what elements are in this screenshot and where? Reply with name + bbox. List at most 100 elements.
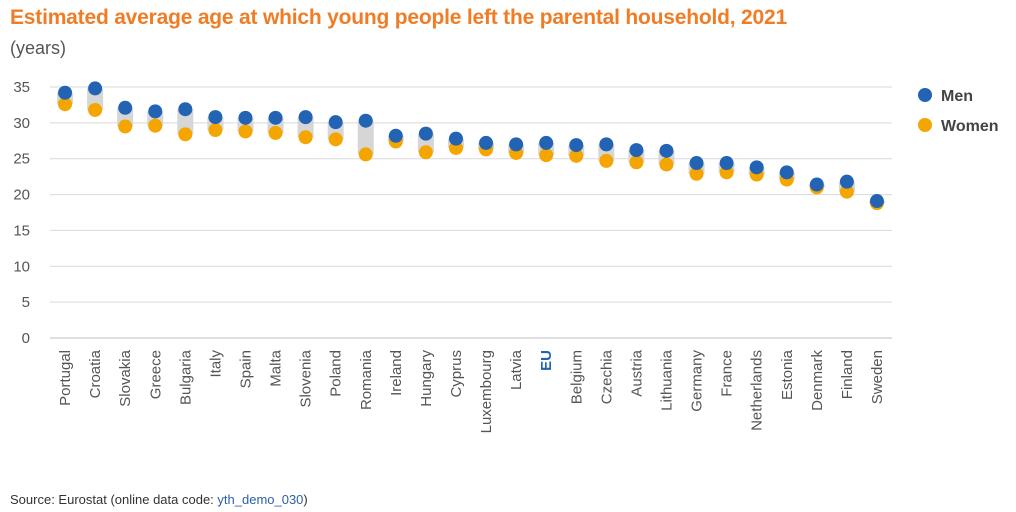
- point-men-malta: [268, 110, 283, 125]
- point-women-italy: [208, 123, 223, 138]
- point-women-portugal: [58, 97, 73, 112]
- source-prefix: Source: Eurostat (online data code:: [10, 492, 218, 507]
- chart-subtitle: (years): [10, 38, 67, 58]
- x-tick-label-germany: Germany: [689, 350, 706, 412]
- y-tick-label: 15: [13, 222, 30, 239]
- point-women-austria: [629, 155, 644, 170]
- y-tick-label: 30: [13, 115, 30, 132]
- x-tick-label-slovenia: Slovenia: [298, 349, 315, 407]
- x-tick-label-lithuania: Lithuania: [658, 349, 675, 411]
- point-men-hungary: [418, 126, 433, 141]
- point-women-finland: [839, 184, 854, 199]
- point-men-finland: [839, 174, 854, 189]
- x-tick-label-greece: Greece: [147, 350, 164, 399]
- y-axis-ticks: 0 5 10 15 20 25 30 35: [13, 79, 30, 347]
- y-tick-label: 5: [22, 294, 30, 311]
- point-men-romania: [358, 113, 373, 128]
- y-tick-label: 10: [13, 258, 30, 275]
- point-men-greece: [148, 104, 163, 119]
- legend-marker-men: [918, 88, 932, 102]
- point-men-slovakia: [118, 100, 133, 115]
- point-men-belgium: [569, 138, 584, 153]
- point-men-netherlands: [749, 160, 764, 175]
- y-tick-label: 0: [22, 330, 30, 347]
- point-men-austria: [629, 143, 644, 158]
- point-men-spain: [238, 110, 253, 125]
- point-men-sweden: [869, 194, 884, 209]
- point-men-ireland: [388, 128, 403, 143]
- x-tick-label-denmark: Denmark: [809, 350, 826, 411]
- y-tick-label: 35: [13, 79, 30, 96]
- x-tick-label-austria: Austria: [628, 349, 645, 396]
- x-tick-label-latvia: Latvia: [508, 349, 525, 390]
- legend-marker-women: [918, 118, 932, 132]
- x-tick-label-ireland: Ireland: [388, 350, 405, 396]
- x-tick-label-malta: Malta: [268, 349, 285, 386]
- point-men-germany: [689, 156, 704, 171]
- legend-item-women: Women: [918, 118, 998, 135]
- point-women-greece: [148, 118, 163, 133]
- range-bar-romania: [357, 120, 374, 155]
- x-tick-label-eu: EU: [538, 350, 555, 371]
- point-men-slovenia: [298, 110, 313, 125]
- range-bar-bulgaria: [177, 109, 194, 135]
- point-women-czechia: [599, 153, 614, 168]
- point-men-bulgaria: [178, 102, 193, 117]
- source-data-code-link[interactable]: yth_demo_030: [217, 492, 304, 507]
- point-men-portugal: [58, 85, 73, 100]
- point-women-eu: [539, 148, 554, 163]
- x-tick-label-slovakia: Slovakia: [117, 349, 134, 406]
- x-tick-label-sweden: Sweden: [869, 350, 886, 404]
- x-tick-label-hungary: Hungary: [418, 350, 435, 407]
- x-tick-label-poland: Poland: [328, 350, 345, 397]
- point-women-spain: [238, 124, 253, 139]
- data-points: [58, 81, 884, 211]
- y-tick-label: 20: [13, 187, 30, 204]
- x-tick-label-bulgaria: Bulgaria: [177, 349, 194, 405]
- point-men-eu: [539, 135, 554, 150]
- point-men-poland: [328, 115, 343, 130]
- point-women-malta: [268, 125, 283, 140]
- point-women-slovenia: [298, 130, 313, 145]
- x-tick-label-romania: Romania: [358, 349, 375, 410]
- x-tick-label-belgium: Belgium: [568, 350, 585, 404]
- source-note: Source: Eurostat (online data code: yth_…: [10, 492, 308, 507]
- point-men-lithuania: [659, 143, 674, 158]
- x-tick-label-luxembourg: Luxembourg: [478, 350, 495, 433]
- point-men-czechia: [599, 137, 614, 152]
- legend-label-men: Men: [941, 88, 973, 105]
- point-women-germany: [689, 166, 704, 181]
- chart-title: Estimated average age at which young peo…: [10, 6, 787, 29]
- point-women-bulgaria: [178, 127, 193, 142]
- x-tick-label-italy: Italy: [207, 350, 224, 378]
- point-women-croatia: [88, 102, 103, 117]
- point-women-romania: [358, 147, 373, 162]
- point-men-croatia: [88, 81, 103, 96]
- gridlines: [50, 86, 892, 339]
- point-men-estonia: [779, 165, 794, 180]
- legend-label-women: Women: [941, 118, 998, 135]
- point-men-france: [719, 156, 734, 171]
- x-tick-label-estonia: Estonia: [779, 349, 796, 400]
- source-suffix: ): [303, 492, 308, 507]
- x-tick-label-netherlands: Netherlands: [749, 350, 766, 431]
- x-axis-ticks: Portugal Croatia Slovakia Greece Bulgaria Ita…: [57, 349, 886, 433]
- point-men-latvia: [509, 137, 524, 152]
- point-women-hungary: [418, 145, 433, 160]
- point-men-italy: [208, 110, 223, 125]
- point-men-denmark: [809, 177, 824, 192]
- dot-plot-chart: 0 5 10 15 20 25 30 35 Portugal Croatia Slovakia Gr…: [13, 79, 998, 433]
- point-men-cyprus: [448, 131, 463, 146]
- point-women-slovakia: [118, 119, 133, 134]
- legend-item-men: Men: [918, 88, 973, 105]
- x-tick-label-cyprus: Cyprus: [448, 350, 465, 398]
- point-women-poland: [328, 132, 343, 147]
- x-tick-label-spain: Spain: [237, 350, 254, 388]
- x-tick-label-finland: Finland: [839, 350, 856, 399]
- point-women-belgium: [569, 148, 584, 163]
- x-tick-label-france: France: [719, 350, 736, 397]
- y-tick-label: 25: [13, 151, 30, 168]
- x-tick-label-portugal: Portugal: [57, 350, 74, 406]
- point-women-lithuania: [659, 157, 674, 172]
- x-tick-label-czechia: Czechia: [598, 349, 615, 404]
